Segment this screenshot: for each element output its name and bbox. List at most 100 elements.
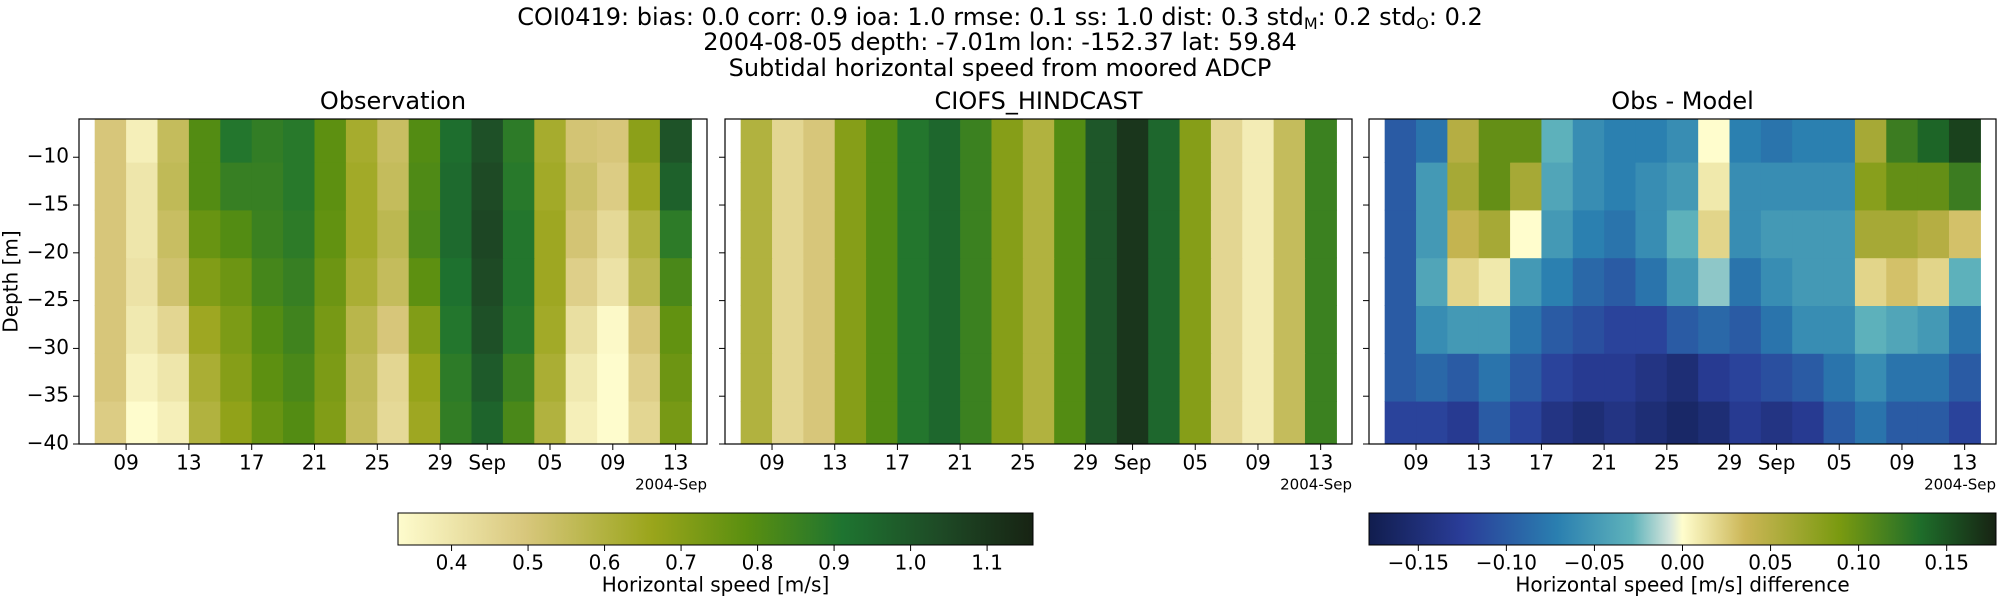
x-tick-label: 17 xyxy=(1529,451,1554,475)
cell xyxy=(803,257,836,306)
cell xyxy=(1541,257,1574,306)
cell xyxy=(157,119,190,163)
cell xyxy=(1116,257,1149,306)
cell xyxy=(408,162,441,211)
cell xyxy=(1604,162,1637,211)
cell xyxy=(1635,353,1668,402)
heatmap xyxy=(94,119,692,444)
cell xyxy=(502,162,535,211)
cell xyxy=(1792,353,1825,402)
subtitle: 2004-08-05 depth: -7.01m lon: -152.37 la… xyxy=(703,28,1297,56)
cell xyxy=(1054,353,1087,402)
cell xyxy=(1447,305,1480,354)
cell xyxy=(1572,353,1605,402)
cell xyxy=(1022,257,1055,306)
cell xyxy=(1478,209,1511,259)
colorbar-tick-label: 0.6 xyxy=(589,551,621,575)
cell xyxy=(1085,119,1118,163)
cell xyxy=(1635,257,1668,306)
cell xyxy=(1698,305,1731,354)
cell xyxy=(1416,353,1448,402)
cell xyxy=(220,209,253,259)
x-tick-label: 29 xyxy=(427,451,452,475)
cell xyxy=(1085,257,1118,306)
cell xyxy=(1210,305,1243,354)
colorbar-tick-label: 0.9 xyxy=(818,551,850,575)
cell xyxy=(1054,400,1087,444)
cell xyxy=(440,119,473,163)
cell xyxy=(94,257,127,306)
cell xyxy=(565,400,598,444)
cell xyxy=(740,119,773,163)
cell xyxy=(471,353,504,402)
cell xyxy=(1823,162,1856,211)
cell xyxy=(157,400,190,444)
cell xyxy=(1635,162,1668,211)
cell xyxy=(1854,257,1887,306)
cell xyxy=(1792,119,1825,163)
cell xyxy=(188,257,221,306)
cell xyxy=(1886,209,1919,259)
cell xyxy=(440,353,473,402)
cell xyxy=(1572,162,1605,211)
cell xyxy=(1210,400,1243,444)
x-tick-label: 05 xyxy=(1827,451,1852,475)
x-tick-label: 09 xyxy=(759,451,784,475)
cell xyxy=(471,162,504,211)
colorbar-tick-label: −0.05 xyxy=(1564,551,1625,575)
cell xyxy=(897,305,930,354)
cell xyxy=(220,119,253,163)
cell xyxy=(991,353,1024,402)
cell xyxy=(534,257,567,306)
cell xyxy=(1917,305,1950,354)
y-tick-label: −30 xyxy=(27,335,69,359)
cell xyxy=(1242,257,1275,306)
cell xyxy=(1572,209,1605,259)
colorbar-tick-label: 0.8 xyxy=(742,551,774,575)
cell xyxy=(866,209,899,259)
colorbar-tick-label: 0.10 xyxy=(1836,551,1881,575)
cell xyxy=(1698,162,1731,211)
cell xyxy=(345,305,378,354)
cell xyxy=(1384,257,1417,306)
cell xyxy=(628,119,661,163)
cell xyxy=(1054,257,1087,306)
cell xyxy=(1823,209,1856,259)
cell xyxy=(597,257,630,306)
cell xyxy=(408,400,441,444)
cell xyxy=(1179,209,1212,259)
cell xyxy=(991,305,1024,354)
cell xyxy=(1729,119,1762,163)
cell xyxy=(126,400,159,444)
cell xyxy=(834,162,867,211)
cell xyxy=(188,305,221,354)
cell xyxy=(1604,400,1637,444)
cell xyxy=(740,209,773,259)
colorbar xyxy=(397,512,1034,546)
cell xyxy=(314,353,347,402)
cell xyxy=(1854,400,1887,444)
cell xyxy=(1760,353,1793,402)
cell xyxy=(834,305,867,354)
cell xyxy=(94,353,127,402)
cell xyxy=(188,209,221,259)
cell xyxy=(534,353,567,402)
cell xyxy=(834,209,867,259)
cell xyxy=(1854,305,1887,354)
title-part: : 0.2 xyxy=(1429,3,1483,31)
cell xyxy=(1510,257,1543,306)
cell xyxy=(960,305,993,354)
x-offset-label: 2004-Sep xyxy=(1924,476,1996,494)
cell xyxy=(1886,353,1919,402)
cell xyxy=(377,162,410,211)
cell xyxy=(440,209,473,259)
cell xyxy=(1854,209,1887,259)
cell xyxy=(1792,305,1825,354)
cell xyxy=(1666,119,1699,163)
cell xyxy=(345,162,378,211)
cell xyxy=(1179,400,1212,444)
cell xyxy=(1823,257,1856,306)
cell xyxy=(94,119,127,163)
colorbar-tick-label: −0.15 xyxy=(1388,551,1449,575)
